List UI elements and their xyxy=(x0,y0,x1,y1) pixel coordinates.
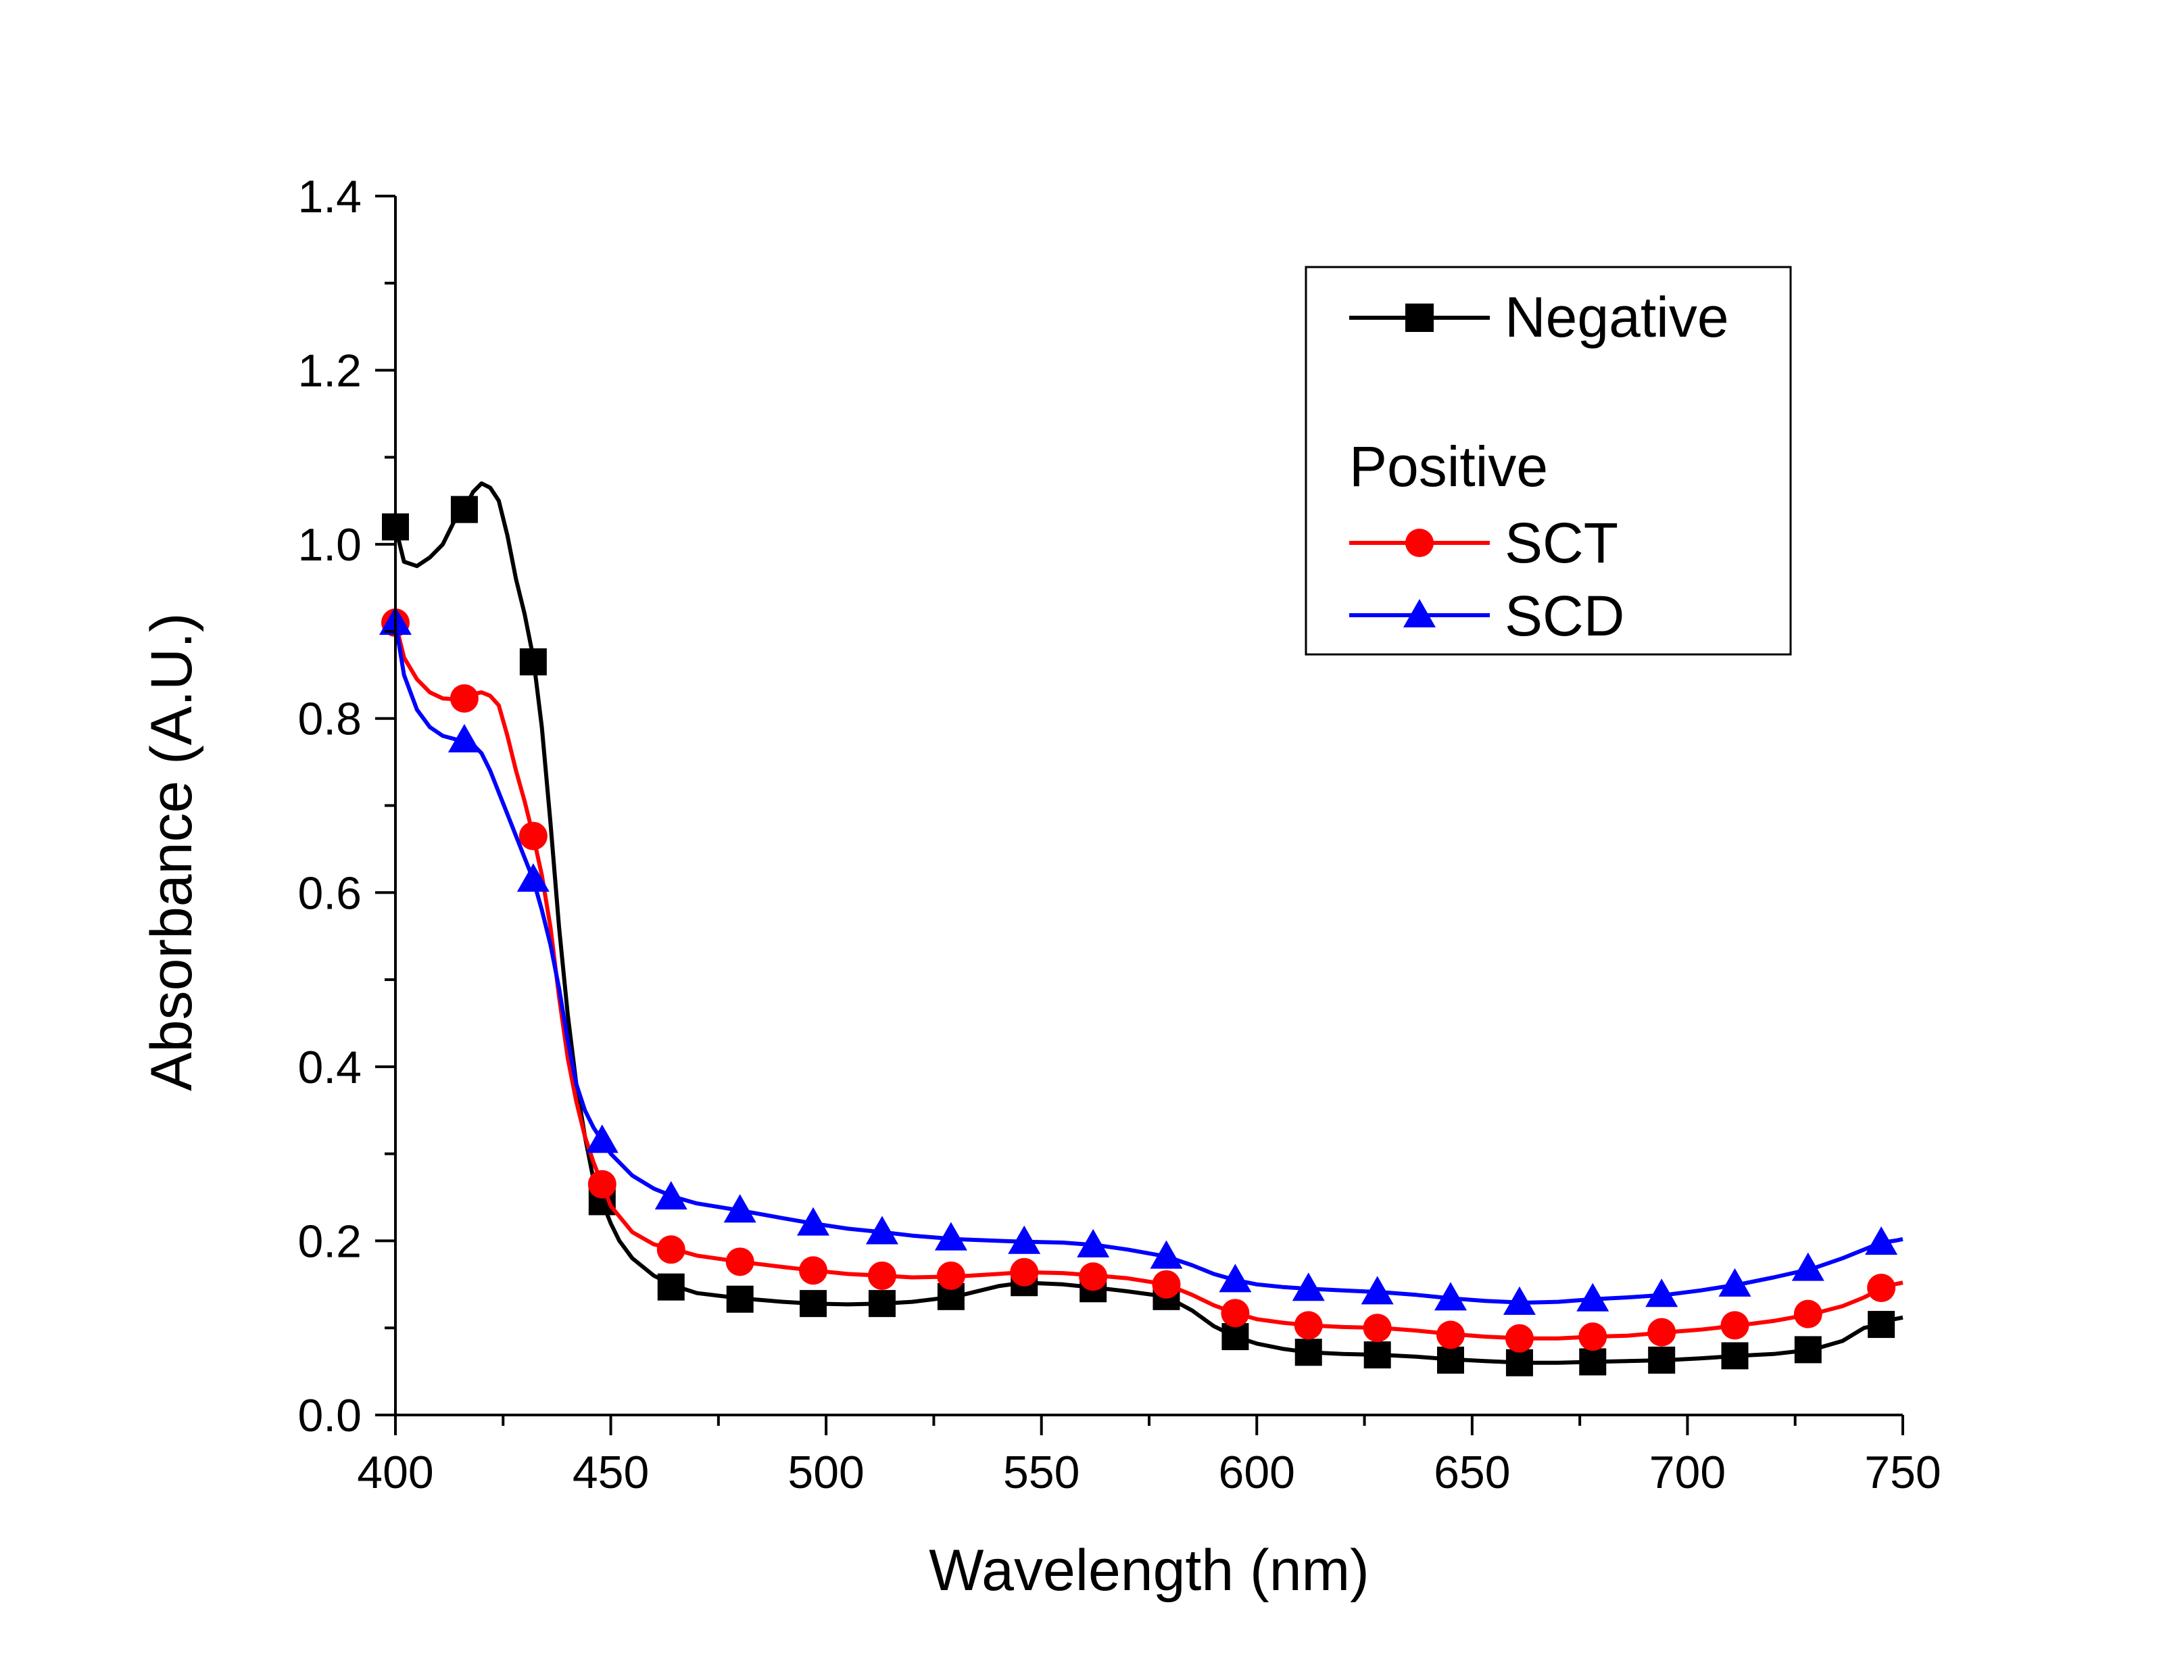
x-tick-label: 700 xyxy=(1649,1447,1726,1498)
data-point-sct xyxy=(1578,1322,1607,1351)
x-tick-label: 550 xyxy=(1003,1447,1079,1498)
data-point-scd xyxy=(1434,1282,1467,1311)
legend-group-heading: Positive xyxy=(1349,435,1548,498)
data-point-scd xyxy=(1865,1226,1898,1255)
data-point-scd xyxy=(1718,1268,1751,1297)
y-tick-label: 0.2 xyxy=(297,1216,362,1267)
data-point-scd xyxy=(934,1222,967,1251)
data-point-scd xyxy=(1219,1264,1252,1293)
data-point-negative xyxy=(1721,1342,1749,1370)
x-tick-label: 650 xyxy=(1434,1447,1510,1498)
legend-box xyxy=(1305,266,1792,656)
data-point-negative xyxy=(1648,1346,1676,1374)
data-point-scd xyxy=(1292,1272,1325,1301)
data-point-scd xyxy=(797,1207,830,1236)
legend-marker-negative xyxy=(1405,304,1434,332)
data-point-negative xyxy=(1794,1336,1822,1364)
data-point-scd xyxy=(1503,1286,1536,1315)
data-point-scd xyxy=(1077,1228,1110,1257)
y-tick-label: 0.8 xyxy=(297,694,362,745)
data-point-negative xyxy=(519,648,547,676)
data-point-negative xyxy=(450,496,478,523)
y-tick-label: 1.0 xyxy=(297,519,362,571)
data-point-sct xyxy=(656,1235,685,1264)
legend: Negative Positive SCT SCD xyxy=(1305,266,1792,656)
y-axis-title: Absorbance (A.U.) xyxy=(139,613,204,1090)
y-tick-label: 1.2 xyxy=(297,345,362,397)
data-point-scd xyxy=(1791,1252,1824,1281)
data-point-sct xyxy=(518,821,548,850)
data-point-sct xyxy=(1152,1270,1181,1299)
legend-label-sct: SCT xyxy=(1505,511,1618,575)
data-point-scd xyxy=(516,863,550,892)
series-sct xyxy=(381,608,1903,1353)
x-axis-title: Wavelength (nm) xyxy=(929,1538,1369,1603)
data-point-scd xyxy=(654,1181,687,1210)
data-point-negative xyxy=(800,1290,827,1318)
data-point-sct xyxy=(1793,1299,1822,1328)
x-tick-label: 450 xyxy=(573,1447,649,1498)
data-point-scd xyxy=(447,723,481,752)
data-point-sct xyxy=(1221,1299,1250,1328)
data-point-sct xyxy=(1436,1320,1465,1349)
x-tick-label: 400 xyxy=(357,1447,433,1498)
data-point-sct xyxy=(1720,1311,1749,1340)
data-point-sct xyxy=(1363,1314,1392,1343)
data-point-scd xyxy=(1576,1282,1609,1312)
data-point-negative xyxy=(1437,1346,1464,1374)
x-tick-label: 750 xyxy=(1864,1447,1941,1498)
legend-label-scd: SCD xyxy=(1505,584,1624,648)
data-point-sct xyxy=(867,1261,896,1290)
x-tick-label: 500 xyxy=(787,1447,864,1498)
legend-marker-scd xyxy=(1403,599,1436,627)
legend-label-negative: Negative xyxy=(1505,285,1729,349)
x-tick-label: 600 xyxy=(1219,1447,1295,1498)
data-point-sct xyxy=(587,1170,616,1199)
data-point-sct xyxy=(799,1256,828,1285)
axes: 400 450 500 550 600 650 700 750 0.0 0.2 0.4 0.6 0.8 1… xyxy=(297,171,1941,1498)
data-point-sct xyxy=(1647,1318,1676,1347)
data-point-scd xyxy=(865,1216,898,1245)
y-tick-label: 0.6 xyxy=(297,867,362,919)
data-point-sct xyxy=(936,1261,965,1290)
data-point-sct xyxy=(1079,1262,1108,1291)
y-tick-label: 0.4 xyxy=(297,1042,362,1093)
data-point-scd xyxy=(1645,1278,1678,1307)
data-point-scd xyxy=(1150,1240,1183,1269)
y-tick-label: 1.4 xyxy=(297,171,362,222)
data-point-sct xyxy=(1294,1311,1323,1340)
series-scd xyxy=(379,606,1903,1315)
data-point-negative xyxy=(1505,1349,1533,1376)
data-point-sct xyxy=(1505,1324,1534,1353)
data-point-scd xyxy=(585,1124,618,1153)
legend-marker-sct xyxy=(1405,529,1434,557)
data-point-sct xyxy=(1867,1273,1896,1302)
data-point-sct xyxy=(450,684,479,713)
data-point-negative xyxy=(1579,1348,1607,1376)
data-point-scd xyxy=(723,1194,756,1223)
data-point-negative xyxy=(657,1273,685,1301)
data-point-negative xyxy=(1868,1311,1895,1339)
data-point-negative xyxy=(868,1290,896,1318)
data-point-sct xyxy=(725,1247,754,1276)
data-point-negative xyxy=(726,1285,754,1313)
data-point-negative xyxy=(1294,1339,1322,1366)
data-point-sct xyxy=(1010,1257,1039,1287)
plot-series xyxy=(379,481,1903,1376)
data-point-scd xyxy=(1361,1276,1394,1305)
data-point-negative xyxy=(1221,1323,1249,1351)
y-tick-label: 0.0 xyxy=(297,1390,362,1441)
data-point-negative xyxy=(1363,1341,1391,1369)
data-point-scd xyxy=(1008,1225,1041,1254)
